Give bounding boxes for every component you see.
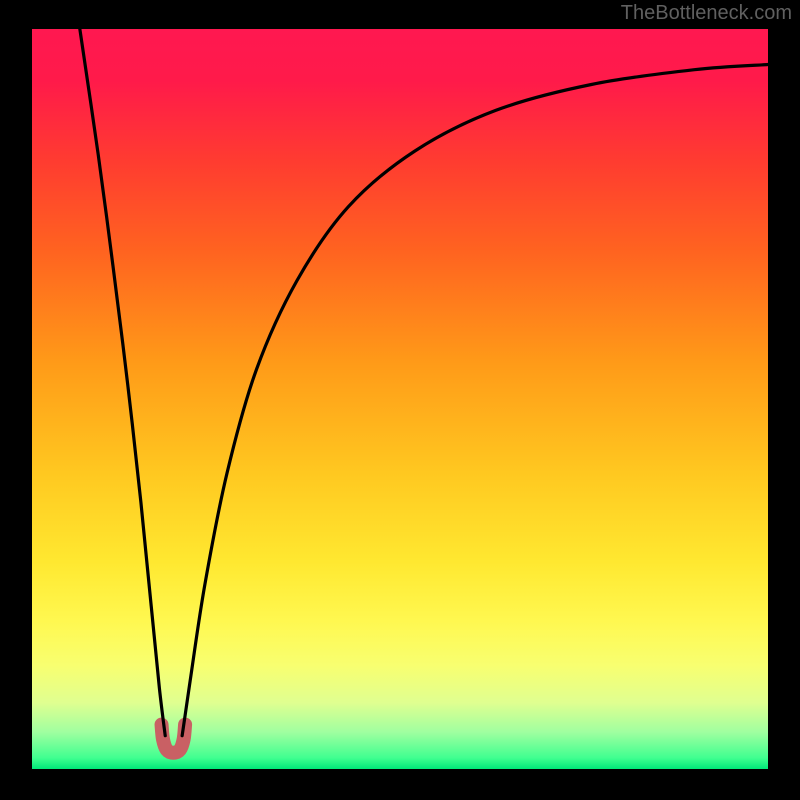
watermark-text: TheBottleneck.com <box>621 2 792 25</box>
chart-container: TheBottleneck.com <box>0 0 800 800</box>
gradient-background <box>32 29 768 769</box>
bottleneck-chart <box>0 0 800 800</box>
